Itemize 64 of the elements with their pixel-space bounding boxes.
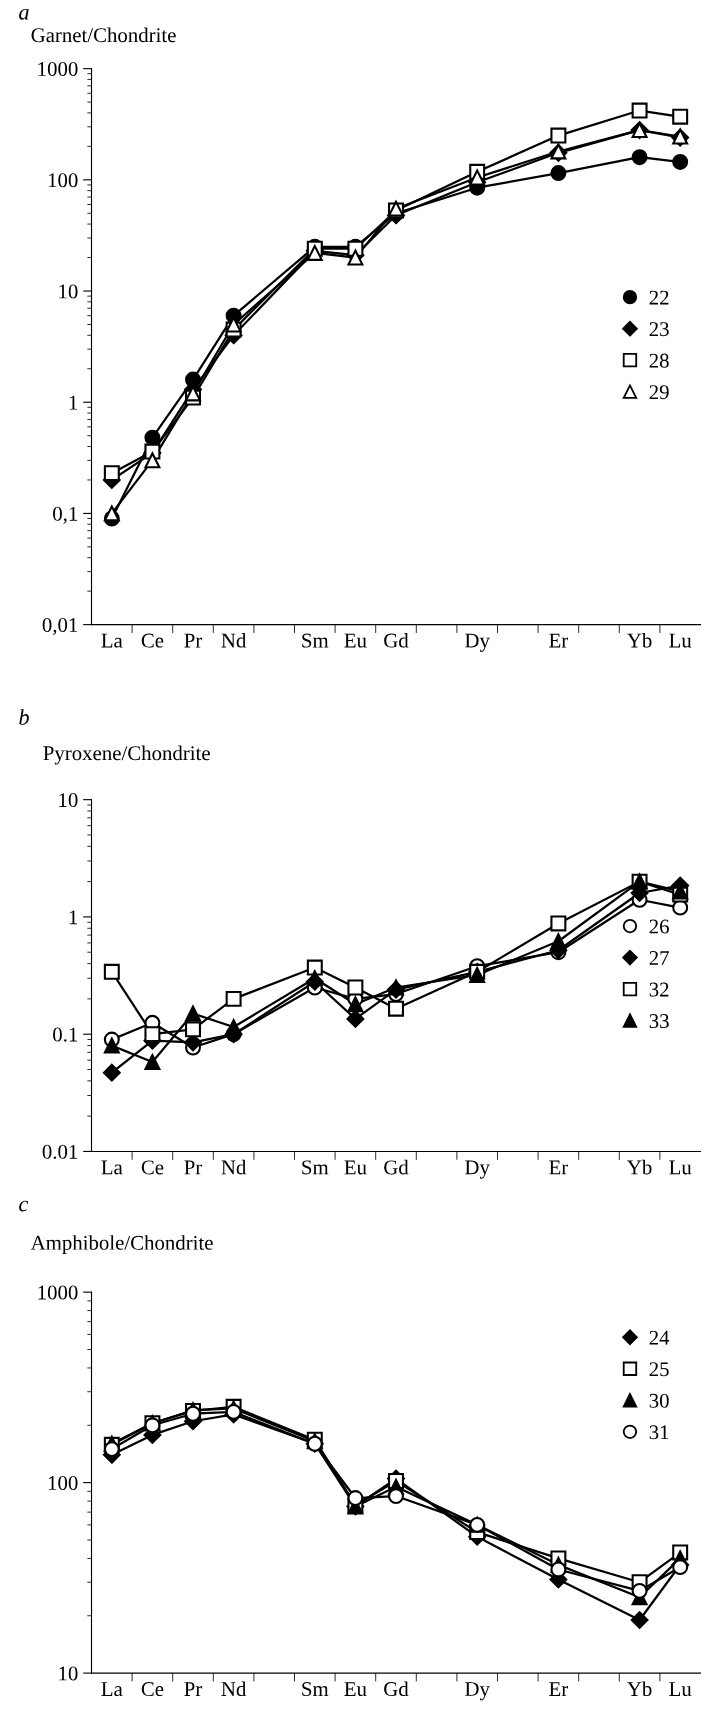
x-tick-label: Eu bbox=[344, 1682, 367, 1697]
legend-label: 22 bbox=[649, 290, 669, 305]
y-tick-label: 1 bbox=[69, 395, 78, 410]
y-tick-label: 0.1 bbox=[53, 1027, 78, 1042]
x-tick-label: Sm bbox=[302, 1160, 329, 1175]
x-tick-label: Eu bbox=[344, 633, 367, 648]
legend-label: 28 bbox=[649, 353, 669, 368]
y-tick-label: 1000 bbox=[38, 1285, 78, 1300]
x-tick-label: Lu bbox=[669, 1682, 692, 1697]
x-tick-label: Gd bbox=[384, 1159, 409, 1175]
legend-label: 33 bbox=[649, 1014, 669, 1029]
x-tick-label: La bbox=[101, 1682, 123, 1697]
x-tick-label: Nd bbox=[221, 1681, 247, 1697]
y-axis-title: Amphibole/Chondrite bbox=[30, 1235, 213, 1255]
x-tick-label: Dy bbox=[465, 633, 490, 652]
x-tick-label: La bbox=[101, 633, 123, 648]
x-tick-label: Nd bbox=[221, 632, 247, 648]
y-tick-label: 1 bbox=[69, 910, 78, 925]
legend-label: 25 bbox=[649, 1362, 669, 1377]
y-tick-label: 0,1 bbox=[53, 506, 78, 524]
x-tick-label: Ce bbox=[141, 633, 164, 648]
x-tick-label: La bbox=[101, 1160, 123, 1175]
y-tick-label: 10 bbox=[59, 1666, 78, 1681]
legend-label: 26 bbox=[649, 919, 669, 934]
x-tick-label: Lu bbox=[669, 633, 692, 648]
legend-label: 23 bbox=[649, 322, 669, 337]
x-tick-label: Gd bbox=[384, 1681, 409, 1697]
x-tick-label: Yb bbox=[627, 1159, 652, 1175]
y-tick-label: 0,01 bbox=[42, 618, 78, 636]
x-tick-label: Lu bbox=[669, 1160, 692, 1175]
x-tick-label: Sm bbox=[302, 1682, 329, 1697]
y-tick-label: 100 bbox=[48, 1476, 78, 1491]
x-tick-label: Gd bbox=[384, 632, 409, 648]
y-axis-title: Pyroxene/Chondrite bbox=[43, 745, 210, 765]
x-tick-label: Dy bbox=[465, 1160, 490, 1179]
y-axis-title: Garnet/Chondrite bbox=[31, 27, 176, 43]
chart-title: b bbox=[19, 709, 29, 725]
legend-label: 30 bbox=[649, 1393, 669, 1408]
legend-label: 31 bbox=[649, 1425, 669, 1440]
legend-label: 24 bbox=[649, 1330, 670, 1345]
x-tick-label: Er bbox=[549, 1682, 569, 1696]
y-tick-label: 10 bbox=[59, 793, 78, 808]
chart-title: c bbox=[19, 1200, 29, 1212]
x-tick-label: Er bbox=[549, 633, 569, 648]
y-tick-label: 100 bbox=[48, 173, 78, 188]
x-tick-label: Dy bbox=[465, 1682, 490, 1701]
x-tick-label: Yb bbox=[627, 1681, 652, 1697]
y-tick-label: 0.01 bbox=[42, 1144, 78, 1159]
y-tick-label: 1000 bbox=[38, 62, 78, 77]
chart-title: a bbox=[19, 8, 29, 20]
x-tick-label: Ce bbox=[141, 1160, 164, 1175]
x-tick-label: Yb bbox=[627, 632, 652, 648]
x-tick-label: Nd bbox=[221, 1159, 247, 1175]
legend-label: 29 bbox=[649, 385, 669, 400]
y-tick-label: 10 bbox=[59, 284, 78, 299]
x-tick-label: Er bbox=[549, 1160, 569, 1175]
x-tick-label: Sm bbox=[302, 633, 329, 648]
x-tick-label: Pr bbox=[184, 633, 203, 648]
legend-label: 32 bbox=[649, 982, 669, 997]
legend-label: 27 bbox=[649, 951, 669, 965]
x-tick-label: Ce bbox=[141, 1682, 164, 1697]
x-tick-label: Pr bbox=[184, 1160, 203, 1175]
x-tick-label: Eu bbox=[344, 1160, 367, 1175]
x-tick-label: Pr bbox=[184, 1682, 203, 1696]
